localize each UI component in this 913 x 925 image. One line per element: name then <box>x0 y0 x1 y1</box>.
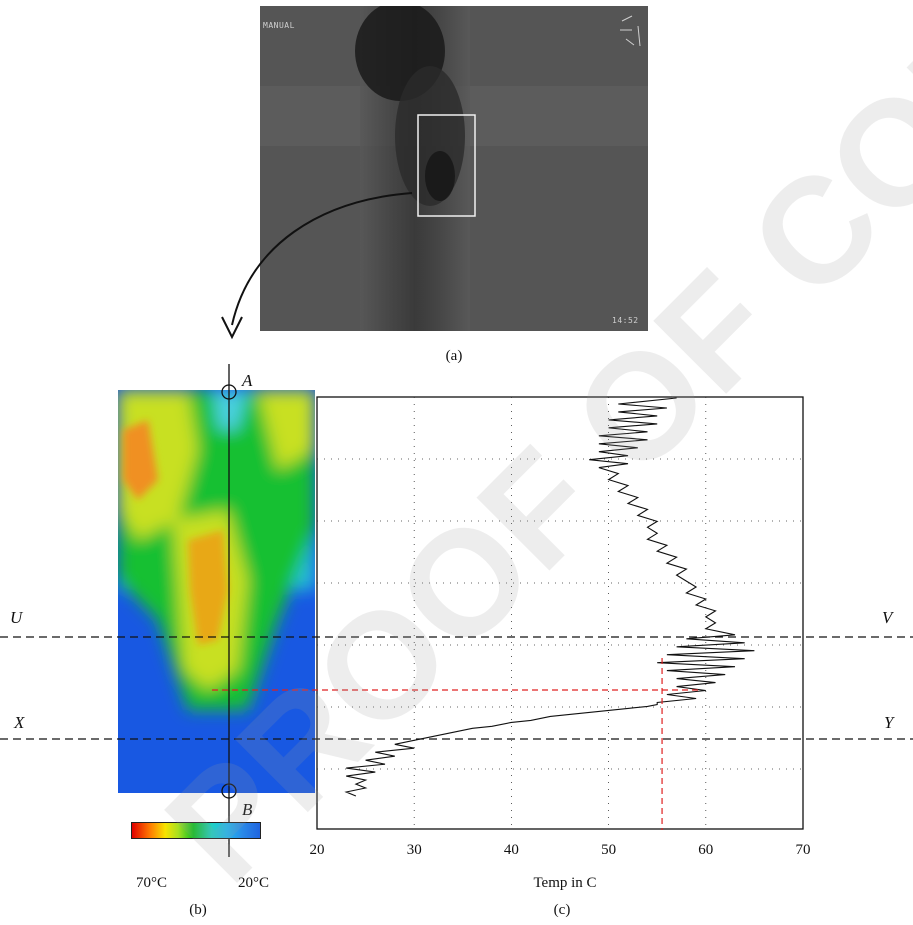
point-b-label: B <box>242 800 253 819</box>
x-tick-label: 30 <box>406 842 422 858</box>
x-axis-label: Temp in C <box>533 875 597 891</box>
line-x-label: X <box>14 713 25 732</box>
temperature-chart <box>316 396 804 830</box>
thermal-image <box>118 390 315 793</box>
curved-arrow <box>221 192 413 340</box>
caption-b: (b) <box>189 902 207 918</box>
line-v-label: V <box>882 608 893 627</box>
point-a-label: A <box>242 371 253 390</box>
osd-time-label: 14:52 <box>612 316 639 325</box>
thermal-map <box>118 390 315 793</box>
infrared-photo: MANUAL 14:52 <box>260 6 648 331</box>
line-u-label: U <box>10 608 23 627</box>
colorbar-min-label: 70°C <box>136 875 168 891</box>
caption-c: (c) <box>553 902 571 918</box>
profile-line <box>221 364 237 857</box>
osd-mode-label: MANUAL <box>263 21 295 30</box>
caption-a: (a) <box>445 348 463 364</box>
red-marker-lines <box>212 689 700 691</box>
x-tick-label: 60 <box>698 842 714 858</box>
chart-frame <box>316 396 804 830</box>
colorbar-max-label: 20°C <box>238 875 270 891</box>
colorbar <box>131 822 261 839</box>
x-tick-label: 70 <box>795 842 811 858</box>
reference-lines <box>0 636 913 740</box>
line-y-label: Y <box>884 713 894 732</box>
point-a-marker <box>221 384 237 400</box>
photo-content <box>260 6 648 331</box>
point-b-marker <box>221 783 237 799</box>
chart-series <box>344 397 755 797</box>
x-tick-label: 50 <box>601 842 617 858</box>
temperature-profile-line <box>344 397 755 797</box>
x-tick-label: 20 <box>309 842 325 858</box>
x-tick-label: 40 <box>503 842 519 858</box>
